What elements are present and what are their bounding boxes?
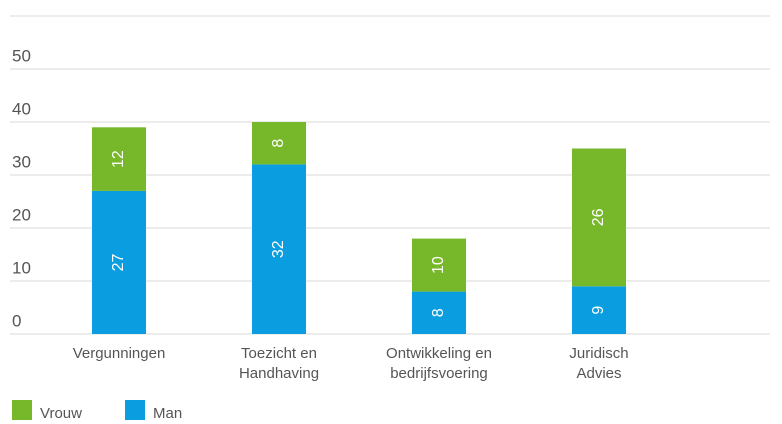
- value-label: 12: [110, 150, 127, 168]
- value-label: 9: [590, 306, 607, 315]
- y-tick-label: 30: [12, 152, 31, 171]
- y-tick-label: 40: [12, 99, 31, 118]
- value-label: 26: [590, 208, 607, 226]
- bar-segment: [412, 238, 466, 292]
- bar-segment: [252, 164, 306, 334]
- bar-segment: [92, 190, 146, 334]
- value-label: 8: [430, 308, 447, 317]
- legend-swatch: [125, 400, 145, 420]
- x-tick-label: Toezicht en Handhaving: [238, 345, 320, 382]
- bar-segment: [92, 127, 146, 191]
- y-tick-label: 50: [12, 46, 31, 65]
- legend-label: Man: [153, 405, 183, 422]
- y-tick-label: 0: [12, 311, 21, 330]
- legend-swatch: [12, 400, 32, 420]
- bar-segment: [572, 286, 626, 334]
- x-tick-label: Vergunningen: [72, 345, 166, 362]
- value-label: 27: [110, 253, 127, 271]
- bar-segment: [412, 291, 466, 334]
- value-label: 8: [270, 139, 287, 148]
- value-label: 32: [270, 240, 287, 258]
- y-tick-label: 20: [12, 205, 31, 224]
- bar-segment: [252, 122, 306, 165]
- x-tick-label: Juridisch Advies: [569, 345, 629, 382]
- value-label: 10: [430, 256, 447, 274]
- bar-segment: [572, 148, 626, 287]
- x-tick-label: Ontwikkeling en bedrijfsvoering: [386, 345, 492, 382]
- legend-label: Vrouw: [40, 405, 82, 422]
- y-tick-label: 10: [12, 258, 31, 277]
